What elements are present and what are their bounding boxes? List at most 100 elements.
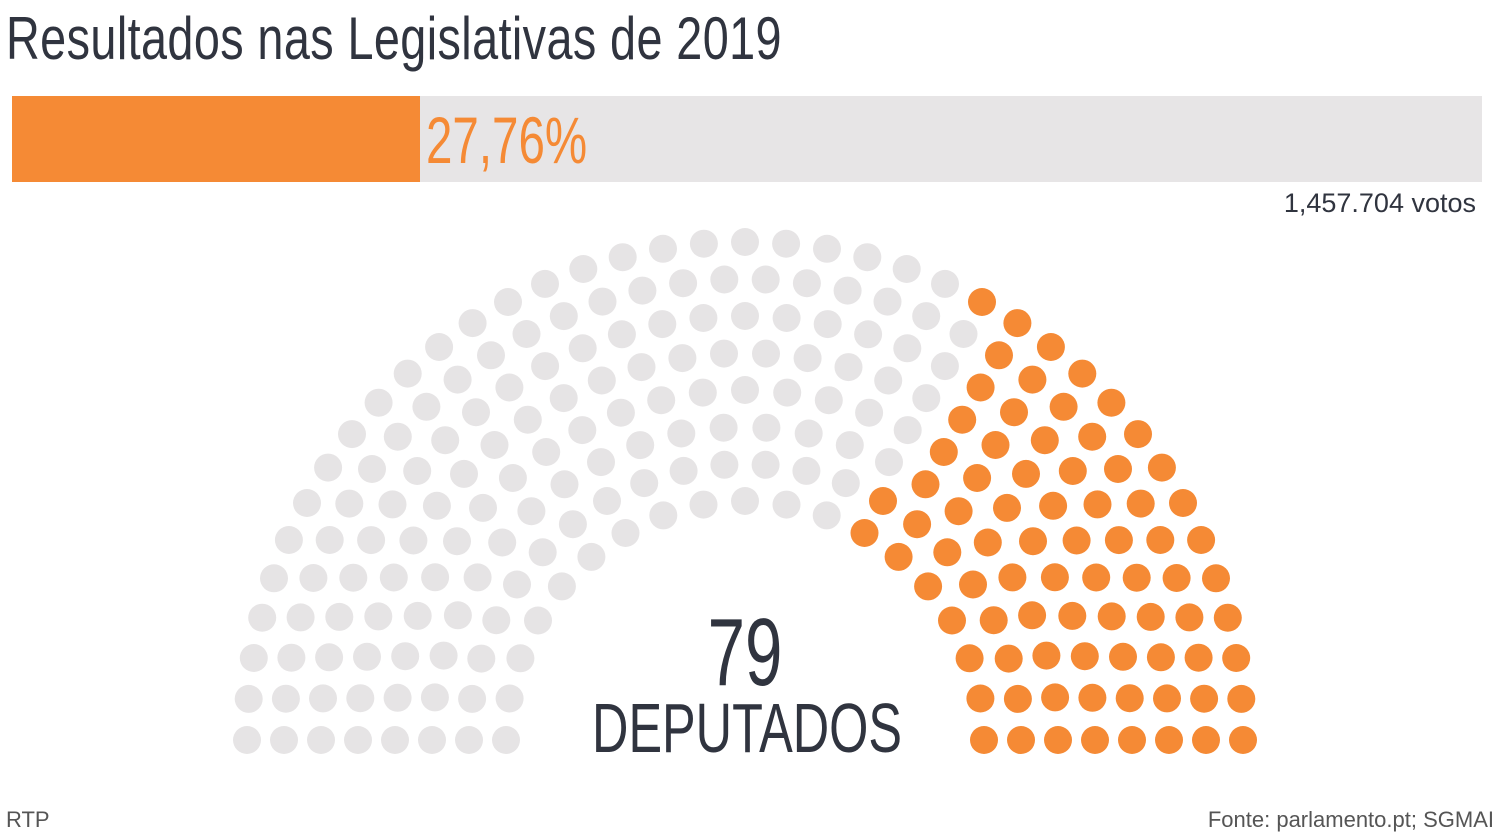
- seat-party: [994, 644, 1023, 673]
- seat-other: [482, 606, 511, 635]
- seat-party: [869, 487, 897, 515]
- seat-other: [335, 489, 364, 518]
- vote-share-bar-fill: [12, 96, 421, 182]
- seat-other: [293, 489, 321, 517]
- seat-party: [1155, 726, 1183, 754]
- seat-party: [1078, 422, 1107, 451]
- seat-other: [443, 365, 472, 394]
- seat-party: [1136, 602, 1165, 631]
- seat-party: [1153, 684, 1181, 713]
- seat-other: [834, 353, 863, 382]
- seat-party: [914, 572, 943, 601]
- seat-party: [1213, 603, 1242, 632]
- seat-other: [669, 269, 698, 298]
- seat-other: [239, 644, 268, 672]
- seat-other: [378, 490, 407, 519]
- seat-party: [1030, 426, 1059, 455]
- seat-other: [383, 683, 412, 712]
- seat-other: [277, 643, 306, 672]
- seat-party: [944, 497, 973, 526]
- seat-other: [930, 352, 959, 381]
- seat-other: [794, 419, 823, 448]
- seat-party: [970, 726, 998, 754]
- seat-party: [966, 373, 995, 402]
- seat-other: [358, 455, 386, 483]
- seat-other: [307, 726, 335, 754]
- seat-party: [1018, 601, 1047, 630]
- seat-other: [315, 643, 344, 672]
- seat-other: [418, 726, 446, 754]
- seat-other: [854, 320, 883, 349]
- seat-party: [1070, 642, 1099, 671]
- seat-party: [1044, 726, 1072, 754]
- seat-other: [831, 469, 860, 498]
- seat-other: [772, 229, 801, 258]
- seat-other: [587, 448, 615, 477]
- seat-other: [443, 601, 472, 630]
- seat-other: [813, 310, 842, 339]
- seat-party: [1184, 643, 1213, 672]
- seat-other: [710, 265, 739, 294]
- seat-other: [611, 519, 640, 547]
- seat-party: [1190, 684, 1219, 713]
- seat-party: [1115, 684, 1144, 713]
- seat-party: [1192, 726, 1220, 754]
- seat-other: [271, 684, 300, 713]
- seat-other: [399, 526, 428, 555]
- seat-party: [1222, 644, 1251, 672]
- seat-other: [270, 726, 298, 754]
- seat-party: [1187, 526, 1216, 554]
- seat-party: [981, 431, 1010, 459]
- seat-party: [1162, 564, 1191, 592]
- seat-other: [669, 456, 698, 485]
- seat-other: [689, 229, 718, 258]
- seat-party: [929, 438, 958, 466]
- seat-party: [955, 644, 984, 673]
- seat-other: [855, 398, 884, 427]
- seat-party: [1049, 392, 1078, 421]
- seat-other: [630, 469, 659, 498]
- source-label: Fonte: parlamento.pt; SGMAI: [1207, 807, 1494, 832]
- seat-other: [403, 457, 432, 485]
- seat-other: [462, 398, 490, 427]
- seat-party: [979, 606, 1008, 635]
- seat-other: [752, 339, 780, 368]
- seat-other: [513, 405, 542, 434]
- seat-other: [421, 563, 450, 592]
- seat-other: [524, 606, 552, 635]
- seat-other: [467, 644, 496, 673]
- seat-other: [443, 527, 471, 556]
- seat-other: [274, 526, 303, 554]
- seat-other: [949, 320, 978, 348]
- seat-other: [833, 276, 862, 305]
- seat-other: [667, 419, 696, 448]
- seat-party: [1109, 642, 1137, 671]
- seat-other: [893, 334, 922, 363]
- seat-party: [1104, 526, 1133, 555]
- seat-party: [1003, 309, 1032, 338]
- page-title: Resultados nas Legislativas de 2019: [6, 5, 782, 72]
- seat-party: [1062, 526, 1091, 555]
- seat-other: [626, 431, 655, 460]
- seat-party: [1036, 333, 1065, 361]
- seat-other: [495, 373, 524, 402]
- seat-other: [668, 344, 697, 373]
- seat-party: [938, 606, 966, 635]
- seat-other: [469, 493, 497, 522]
- seat-other: [488, 528, 517, 557]
- seat-other: [458, 309, 487, 338]
- seat-other: [422, 491, 451, 520]
- seat-other: [325, 602, 354, 631]
- seat-other: [649, 234, 677, 263]
- seat-other: [751, 265, 780, 294]
- seat-party: [1097, 388, 1126, 417]
- seat-party: [1019, 527, 1047, 556]
- seat-other: [607, 320, 636, 349]
- seat-other: [344, 726, 372, 754]
- seat-other: [353, 642, 381, 671]
- seat-party: [966, 684, 995, 713]
- seat-party: [993, 493, 1021, 522]
- seat-other: [339, 563, 368, 592]
- seat-other: [248, 603, 277, 632]
- seat-other: [346, 684, 375, 713]
